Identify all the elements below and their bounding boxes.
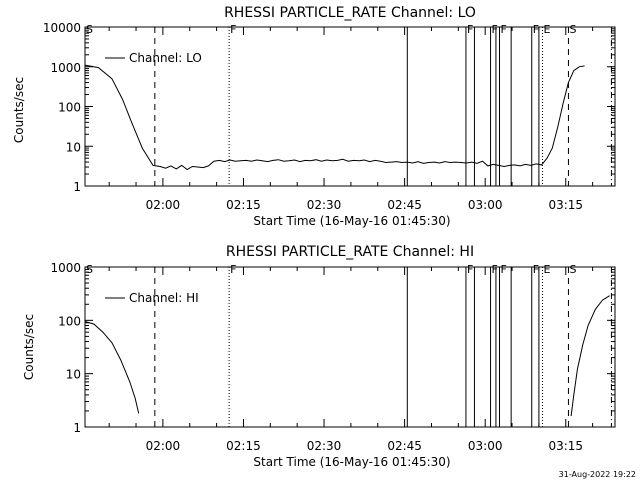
y-ticks: 1 10 100 1000 10000 <box>43 21 615 194</box>
x-tick-label: 02:00 <box>146 439 181 453</box>
x-tick-label: 02:30 <box>307 439 342 453</box>
x-tick-label: 03:00 <box>468 198 503 212</box>
y-tick-label: 100 <box>58 101 81 115</box>
event-label: F <box>492 23 498 36</box>
x-axis-label: Start Time (16-May-16 01:45:30) <box>253 455 450 469</box>
series-line <box>570 295 610 417</box>
x-tick-label: 02:45 <box>387 198 422 212</box>
panel-hi: RHESSI PARTICLE_RATE Channel: HI Start T… <box>22 244 616 469</box>
event-label: S <box>86 23 93 36</box>
event-label: F <box>501 263 507 276</box>
panel-lo: RHESSI PARTICLE_RATE Channel: LO Start T… <box>12 5 616 228</box>
legend-label: Channel: LO <box>129 51 202 65</box>
legend-label: Channel: HI <box>129 291 199 305</box>
x-tick-label: 03:15 <box>548 439 583 453</box>
y-tick-label: 1000 <box>50 261 81 275</box>
x-tick-label: 02:15 <box>226 198 261 212</box>
series-group <box>84 295 610 417</box>
y-tick-label: 1000 <box>50 61 81 75</box>
y-tick-label: 10 <box>66 140 81 154</box>
x-tick-label: 03:00 <box>468 439 503 453</box>
series-group <box>84 64 585 171</box>
x-tick-label: 02:30 <box>307 198 342 212</box>
y-tick-label: 100 <box>58 314 81 328</box>
x-tick-label: 03:15 <box>548 198 583 212</box>
event-label: F <box>467 23 473 36</box>
x-ticks: 02:00 02:15 02:30 02:45 03:00 03:15 <box>108 267 594 453</box>
event-label: E <box>543 263 550 276</box>
event-label: S <box>86 263 93 276</box>
event-label: F <box>230 23 236 36</box>
plot-frame <box>84 266 616 428</box>
x-tick-label: 02:00 <box>146 198 181 212</box>
event-label: F <box>501 23 507 36</box>
y-tick-label: 1 <box>73 421 81 435</box>
event-label: S <box>569 263 576 276</box>
series-line <box>84 64 585 171</box>
event-label: F <box>467 263 473 276</box>
event-label: F <box>533 23 539 36</box>
footer-timestamp: 31-Aug-2022 19:22 <box>559 470 636 479</box>
series-line <box>84 321 140 414</box>
event-label: S <box>569 23 576 36</box>
y-axis-label: Counts/sec <box>22 314 36 380</box>
panel-title: RHESSI PARTICLE_RATE Channel: HI <box>226 244 474 260</box>
x-tick-label: 02:15 <box>226 439 261 453</box>
y-tick-label: 10000 <box>43 21 81 35</box>
y-axis-label: Counts/sec <box>12 77 26 143</box>
legend: Channel: LO <box>105 51 202 65</box>
x-axis-label: Start Time (16-May-16 01:45:30) <box>253 214 450 228</box>
x-ticks: 02:00 02:15 02:30 02:45 03:00 03:15 <box>108 27 594 212</box>
event-label: E <box>543 23 550 36</box>
x-tick-label: 02:45 <box>387 439 422 453</box>
y-tick-label: 10 <box>66 368 81 382</box>
event-label: F <box>492 263 498 276</box>
event-label: F <box>230 263 236 276</box>
panel-title: RHESSI PARTICLE_RATE Channel: LO <box>224 5 476 21</box>
y-tick-label: 1 <box>73 180 81 194</box>
legend: Channel: HI <box>105 291 199 305</box>
event-label: F <box>533 263 539 276</box>
